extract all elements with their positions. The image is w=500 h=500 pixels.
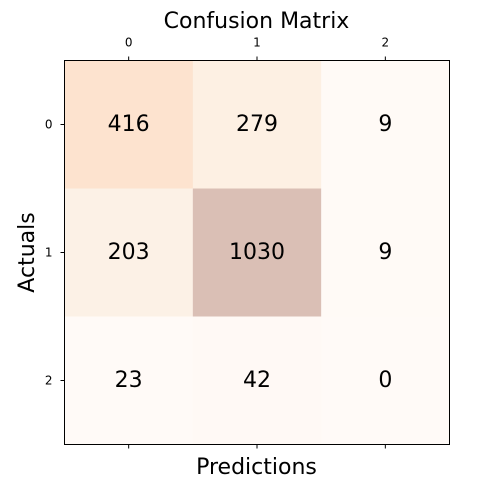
heatmap-cell-r0-c1 xyxy=(192,60,322,189)
cell-value-r2-c1: 42 xyxy=(243,368,271,393)
heatmap-cells xyxy=(64,60,450,445)
x-tick-label-0: 0 xyxy=(125,36,133,50)
cell-value-r2-c0: 23 xyxy=(115,368,143,393)
cell-value-r2-c2: 0 xyxy=(378,368,392,393)
x-tick-label-1: 1 xyxy=(253,36,261,50)
y-tick-label-2: 2 xyxy=(45,374,53,388)
y-tick-label-1: 1 xyxy=(45,246,53,260)
cell-value-r1-c1: 1030 xyxy=(229,240,285,265)
heatmap-cell-r2-c2 xyxy=(321,316,450,445)
y-axis-label: Actuals xyxy=(15,212,40,292)
cell-value-r1-c2: 9 xyxy=(378,240,392,265)
heatmap-cell-r0-c0 xyxy=(64,60,194,189)
heatmap-cell-r2-c0 xyxy=(64,316,194,445)
cell-value-labels: 416 279 9 203 1030 9 23 42 0 xyxy=(108,112,393,393)
chart-title: Confusion Matrix xyxy=(164,9,350,34)
heatmap-cell-r0-c2 xyxy=(321,60,450,189)
heatmap-cell-r2-c1 xyxy=(192,316,322,445)
heatmap-cell-r1-c2 xyxy=(321,188,450,317)
axis-ticks: 0 1 2 0 1 2 xyxy=(45,36,389,449)
x-tick-label-2: 2 xyxy=(382,36,390,50)
cell-value-r1-c0: 203 xyxy=(108,240,150,265)
x-axis-label: Predictions xyxy=(196,455,317,480)
cell-value-r0-c1: 279 xyxy=(236,112,278,137)
heatmap-cell-r1-c0 xyxy=(64,188,194,317)
cell-value-r0-c0: 416 xyxy=(108,112,150,137)
cell-value-r0-c2: 9 xyxy=(378,112,392,137)
heatmap-cell-r1-c1 xyxy=(192,188,322,317)
y-tick-label-0: 0 xyxy=(45,118,53,132)
